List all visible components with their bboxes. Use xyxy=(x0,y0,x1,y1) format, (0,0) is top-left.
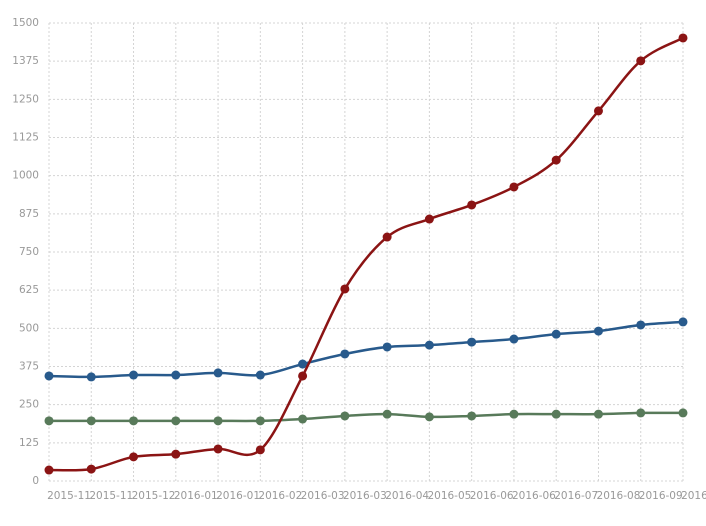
series-point xyxy=(467,411,477,421)
x-tick-label: 2016-03 xyxy=(343,490,387,502)
x-tick-label: 2016-03 xyxy=(301,490,345,502)
x-tick-label: 2016-05 xyxy=(427,490,471,502)
series-point xyxy=(509,409,519,419)
y-tick-label: 375 xyxy=(19,361,39,373)
series-point xyxy=(551,409,561,419)
y-tick-label: 500 xyxy=(19,322,39,334)
series-point xyxy=(44,416,54,426)
x-tick-label: 2016-04 xyxy=(385,490,429,502)
y-tick-label: 0 xyxy=(32,475,39,487)
series-point xyxy=(213,368,223,378)
series-point xyxy=(636,320,646,330)
series-point xyxy=(467,337,477,347)
x-tick-label: 2016-09 xyxy=(639,490,683,502)
series-line xyxy=(48,320,684,379)
series-point xyxy=(298,414,308,424)
series-point xyxy=(636,56,646,66)
x-tick-label: 2015-11 xyxy=(89,490,133,502)
x-tick-label: 2016-01 xyxy=(216,490,260,502)
series-point xyxy=(255,370,265,380)
series-point xyxy=(678,317,688,327)
y-tick-label: 750 xyxy=(19,246,39,258)
x-tick-label: 2015-11 xyxy=(47,490,91,502)
series-point xyxy=(213,416,223,426)
x-tick-label: 2016-01 xyxy=(174,490,218,502)
series-point xyxy=(340,411,350,421)
x-tick-label: 2015-12 xyxy=(132,490,176,502)
x-tick-label: 2016-09 xyxy=(681,490,706,502)
series-point xyxy=(44,371,54,381)
series-point xyxy=(424,412,434,422)
x-tick-label: 2016-08 xyxy=(597,490,641,502)
x-tick-label: 2016-02 xyxy=(258,490,302,502)
series-point xyxy=(636,408,646,418)
y-tick-label: 125 xyxy=(19,437,39,449)
series-point xyxy=(298,371,308,381)
series-point xyxy=(86,416,96,426)
y-tick-label: 875 xyxy=(19,208,39,220)
x-tick-label: 2016-06 xyxy=(470,490,514,502)
series-point xyxy=(340,284,350,294)
y-tick-label: 1000 xyxy=(12,170,39,182)
series-point xyxy=(467,200,477,210)
y-tick-label: 1375 xyxy=(12,55,39,67)
series-point xyxy=(678,408,688,418)
series-line xyxy=(49,411,684,423)
series-point xyxy=(171,449,181,459)
series-point xyxy=(382,342,392,352)
series-point xyxy=(593,409,603,419)
series-point xyxy=(86,464,96,474)
series-line xyxy=(48,36,684,472)
series-point xyxy=(171,370,181,380)
series-point xyxy=(129,370,139,380)
series-point xyxy=(171,416,181,426)
series-point xyxy=(255,445,265,455)
series-point xyxy=(678,33,688,43)
y-tick-label: 1500 xyxy=(12,17,39,29)
series-point xyxy=(298,359,308,369)
series-point xyxy=(424,340,434,350)
series-point xyxy=(255,416,265,426)
series-point xyxy=(382,409,392,419)
series-point xyxy=(340,349,350,359)
series-point xyxy=(424,214,434,224)
y-tick-label: 1250 xyxy=(12,93,39,105)
series-point xyxy=(382,232,392,242)
series-point xyxy=(593,326,603,336)
y-tick-label: 625 xyxy=(19,284,39,296)
x-tick-label: 2016-06 xyxy=(512,490,556,502)
series-point xyxy=(551,155,561,165)
series-point xyxy=(129,452,139,462)
series-point xyxy=(509,334,519,344)
x-tick-label: 2016-07 xyxy=(554,490,598,502)
series-point xyxy=(593,106,603,116)
series-point xyxy=(44,465,54,475)
series-point xyxy=(129,416,139,426)
series-point xyxy=(509,182,519,192)
y-tick-label: 1125 xyxy=(12,132,39,144)
series-point xyxy=(86,372,96,382)
series-point xyxy=(551,329,561,339)
series-point xyxy=(213,444,223,454)
y-tick-label: 250 xyxy=(19,399,39,411)
